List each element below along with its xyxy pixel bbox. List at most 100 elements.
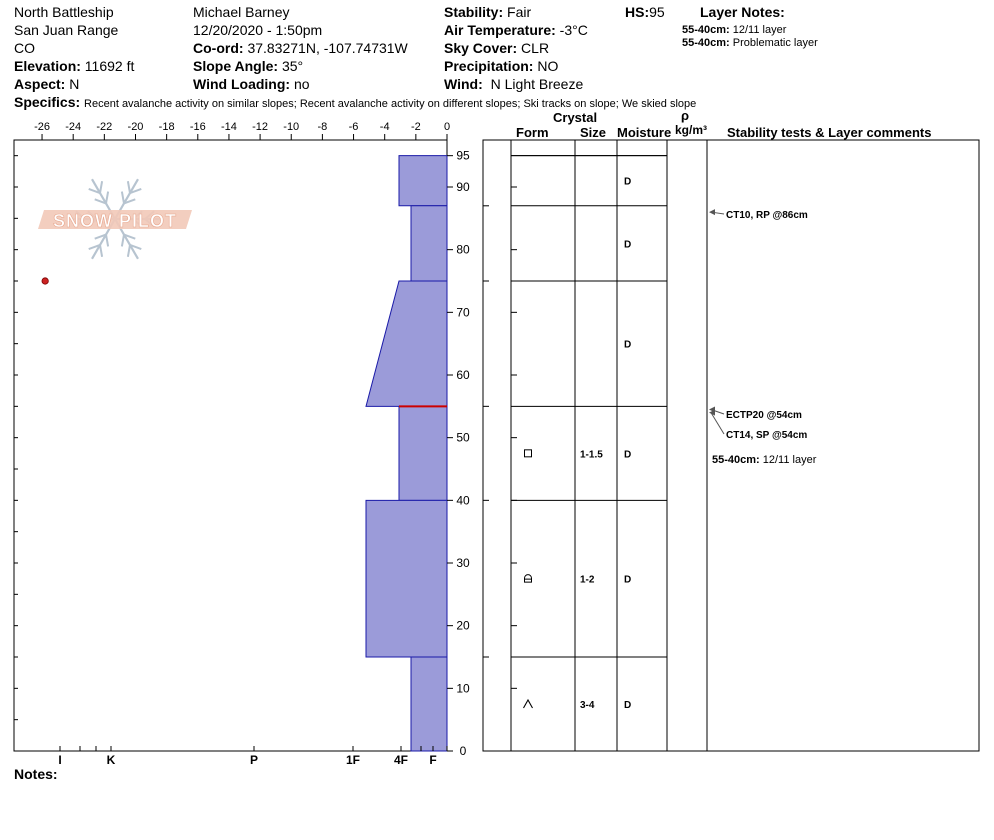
temperature-tick-label: -26 — [34, 121, 50, 133]
air-temperature: Air Temperature: -3°C — [444, 22, 588, 38]
layer-note: 55-40cm: 12/11 layer — [682, 24, 786, 37]
size-value: 3-4 — [580, 700, 595, 711]
moisture-value: D — [624, 239, 631, 250]
hardness-label: 4F — [394, 753, 408, 767]
temperature-tick-label: -18 — [159, 121, 175, 133]
temperature-tick-label: -22 — [96, 121, 112, 133]
wind-value: N Light Breeze — [490, 76, 584, 92]
slope-label: Slope Angle: — [193, 58, 279, 74]
rho-header: ρ — [681, 108, 690, 123]
snowflake-branch — [129, 244, 142, 251]
range: San Juan Range — [14, 22, 119, 38]
height-tick-label: 70 — [456, 305, 470, 319]
hardness-layer — [410, 656, 448, 752]
rounding-facets-symbol — [524, 574, 532, 583]
temperature-point — [41, 277, 49, 285]
wind-loading: Wind Loading: no — [193, 76, 310, 92]
snowflake-branch — [94, 233, 107, 240]
hardness-layer — [410, 205, 448, 282]
moisture-value: D — [624, 449, 631, 460]
snowflake-branch — [126, 244, 131, 257]
layer-note-text: 12/11 layer — [732, 24, 787, 36]
hardness-label: F — [429, 753, 436, 767]
stability-label: Stability: — [444, 4, 504, 20]
height-tick-label: 50 — [456, 431, 470, 445]
hardness-label: 1F — [346, 753, 360, 767]
height-tick-label: 80 — [456, 243, 470, 257]
layer-comment: 55-40cm: 12/11 layer — [712, 454, 817, 466]
coordinates: Co-ord: 37.83271N, -107.74731W — [193, 40, 408, 56]
coord-label: Co-ord: — [193, 40, 244, 56]
moisture-value: D — [624, 575, 631, 586]
state: CO — [14, 40, 35, 56]
hs: HS:95 — [625, 4, 665, 20]
height-tick-label: 0 — [460, 744, 467, 758]
comments-header: Stability tests & Layer comments — [727, 125, 932, 140]
sky-label: Sky Cover: — [444, 40, 518, 56]
stability-test-label: ECTP20 @54cm — [726, 410, 802, 421]
height-tick-label: 60 — [456, 368, 470, 382]
notes-label: Notes: — [14, 766, 58, 782]
wind-label: Wind: — [444, 76, 483, 92]
stability-value: Fair — [507, 4, 532, 20]
stability-test-label: CT14, SP @54cm — [726, 430, 807, 441]
aspect-value: N — [69, 76, 80, 92]
stability-test-pointer — [710, 412, 725, 435]
crystal-header: Crystal — [553, 110, 598, 125]
wind-loading-value: no — [293, 76, 310, 92]
layer-notes-label: Layer Notes: — [700, 4, 785, 20]
specifics: Specifics: Recent avalanche activity on … — [14, 94, 696, 111]
elevation-value: 11692 ft — [84, 58, 135, 74]
snowflake-branch — [126, 181, 131, 194]
temperature-tick-label: -6 — [349, 121, 359, 133]
hardness-label: K — [107, 753, 116, 767]
temperature-tick-label: -2 — [411, 121, 421, 133]
height-tick-label: 30 — [456, 556, 470, 570]
hs-label: HS: — [625, 4, 650, 20]
snowflake-branch — [129, 187, 142, 194]
snowflake-branch — [123, 233, 136, 240]
size-header: Size — [580, 125, 607, 140]
slope-angle: Slope Angle: 35° — [193, 58, 303, 74]
sky-cover: Sky Cover: CLR — [444, 40, 549, 56]
temperature-tick-label: -14 — [221, 121, 237, 133]
precip-label: Precipitation: — [444, 58, 534, 74]
snowflake-branch — [120, 234, 125, 247]
layer-note-depth: 55-40cm: — [682, 37, 730, 49]
stability-test-arrowhead — [709, 409, 715, 416]
form-header: Form — [516, 125, 549, 140]
temperature-tick-label: 0 — [444, 121, 450, 133]
temperature-tick-label: -20 — [128, 121, 144, 133]
hardness-label: P — [250, 753, 258, 767]
temperature-tick-label: -8 — [318, 121, 328, 133]
profile-frame — [13, 139, 448, 752]
observer: Michael Barney — [193, 4, 290, 20]
wind-loading-label: Wind Loading: — [193, 76, 291, 92]
location: North Battleship — [14, 4, 114, 20]
depth-hoar-symbol — [523, 698, 533, 709]
temperature-tick-label: -10 — [283, 121, 299, 133]
snowflake-branch — [105, 191, 110, 204]
air-temp-value: -3°C — [559, 22, 588, 38]
size-value: 1-1.5 — [580, 449, 603, 460]
layer-note: 55-40cm: Problematic layer — [682, 37, 818, 50]
specifics-label: Specifics: — [14, 94, 81, 110]
hs-value: 95 — [649, 4, 665, 20]
hardness-layer — [398, 405, 448, 501]
elevation: Elevation: 11692 ft — [14, 58, 134, 74]
specifics-text: Recent avalanche activity on similar slo… — [84, 98, 697, 110]
precip-value: NO — [537, 58, 559, 74]
hardness-layer — [398, 155, 448, 207]
stability-test-label: CT10, RP @86cm — [726, 210, 808, 221]
snowflake-branch — [123, 198, 136, 205]
hardness-layer — [365, 499, 448, 658]
height-tick-label: 20 — [456, 619, 470, 633]
air-temp-label: Air Temperature: — [444, 22, 556, 38]
density-header: kg/m³ — [675, 123, 708, 137]
snowflake-branch — [120, 191, 125, 204]
height-tick-label: 95 — [456, 149, 470, 163]
snowflake-branch — [94, 198, 107, 205]
snowflake-branch — [99, 244, 104, 257]
precipitation: Precipitation: NO — [444, 58, 558, 74]
